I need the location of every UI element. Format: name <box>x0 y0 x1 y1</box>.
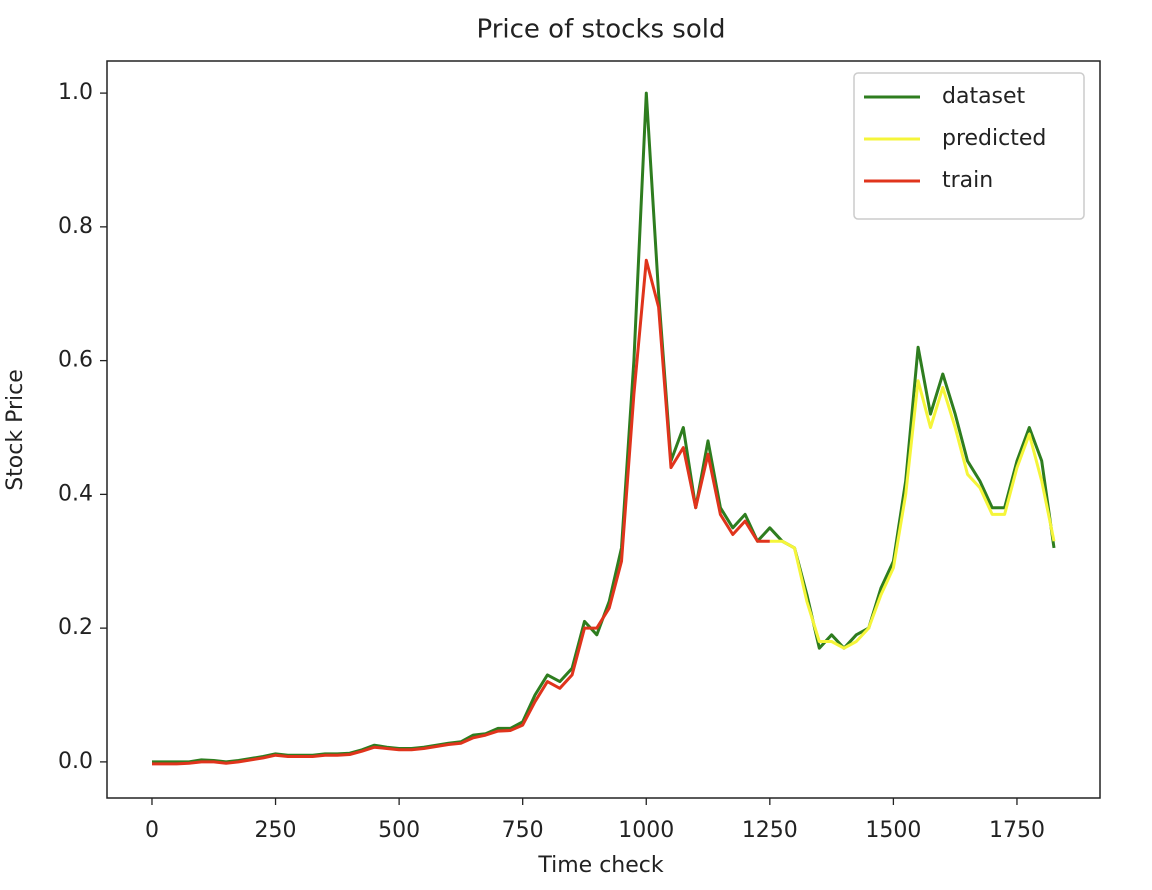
x-tick-label: 1000 <box>618 818 674 843</box>
x-tick-label: 250 <box>255 818 297 843</box>
legend-label: train <box>942 168 993 193</box>
y-tick-label: 0.4 <box>58 481 93 506</box>
series-line <box>769 379 1056 650</box>
legend-label: dataset <box>942 84 1026 109</box>
y-tick-label: 0.6 <box>58 348 93 373</box>
x-tick-label: 0 <box>145 818 159 843</box>
y-tick-label: 0.8 <box>58 214 93 239</box>
plot-frame <box>106 60 1101 799</box>
y-axis-label: Stock Price <box>3 369 28 491</box>
legend-label: predicted <box>942 126 1046 151</box>
chart-title: Price of stocks sold <box>476 15 725 45</box>
x-tick-label: 500 <box>378 818 420 843</box>
x-tick-label: 1750 <box>989 818 1045 843</box>
x-tick-label: 750 <box>502 818 544 843</box>
y-tick-label: 0.2 <box>58 615 93 640</box>
x-tick-label: 1500 <box>865 818 921 843</box>
y-tick-label: 1.0 <box>58 80 93 105</box>
series-line <box>152 258 770 766</box>
x-tick-label: 1250 <box>742 818 798 843</box>
x-axis-label: Time check <box>537 853 664 878</box>
y-tick-label: 0.0 <box>58 749 93 774</box>
